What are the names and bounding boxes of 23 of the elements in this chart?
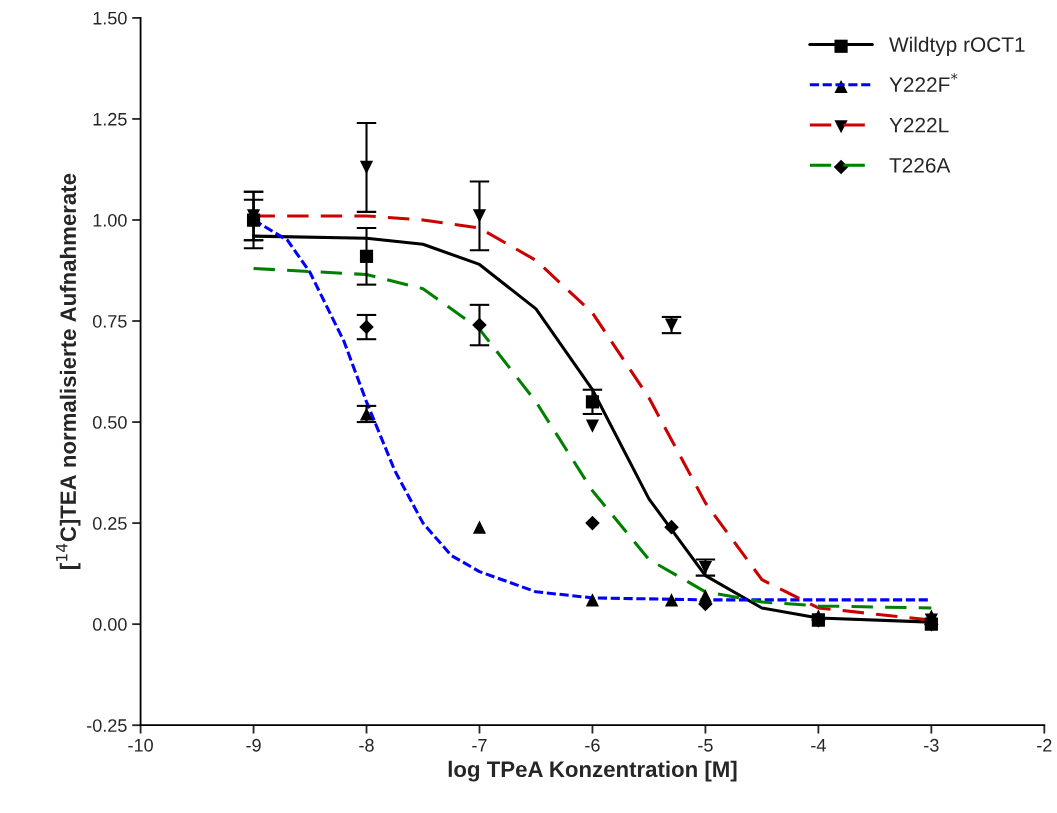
x-tick-label: -8 [359, 738, 374, 752]
x-tick-label: -6 [585, 738, 600, 752]
y-axis-title: [$^{14}$C]TEA normalisierte Aufnahmerate [56, 173, 81, 569]
y-tick-label: -0.25 [87, 719, 127, 732]
y-tick-label: 0.00 [92, 618, 127, 631]
y-tick-label: 1.25 [93, 112, 127, 126]
legend-label: T226A [889, 157, 951, 173]
x-tick-label: -4 [811, 739, 826, 752]
y-tick-label: 0.50 [92, 416, 127, 429]
y-tick-label: 0.75 [92, 314, 127, 328]
y-tick-label: 0.25 [92, 517, 127, 530]
x-tick-label: -5 [698, 739, 713, 752]
x-axis-title: log TPeA Konzentration [M] [448, 760, 737, 782]
x-tick-label: -2 [1037, 738, 1052, 752]
x-tick-label: -7 [472, 739, 487, 752]
y-tick-label: 1.50 [93, 11, 127, 25]
legend-label: Wildtyp rOCT1 [889, 36, 1025, 57]
y-tick-label: 1.00 [93, 213, 127, 227]
legend-label: Y222F$^{*}$ [889, 73, 958, 92]
legend-label: Y222L [889, 117, 949, 133]
x-tick-label: -3 [924, 738, 939, 752]
x-tick-label: -9 [246, 738, 261, 752]
x-tick-label: -10 [128, 738, 153, 752]
